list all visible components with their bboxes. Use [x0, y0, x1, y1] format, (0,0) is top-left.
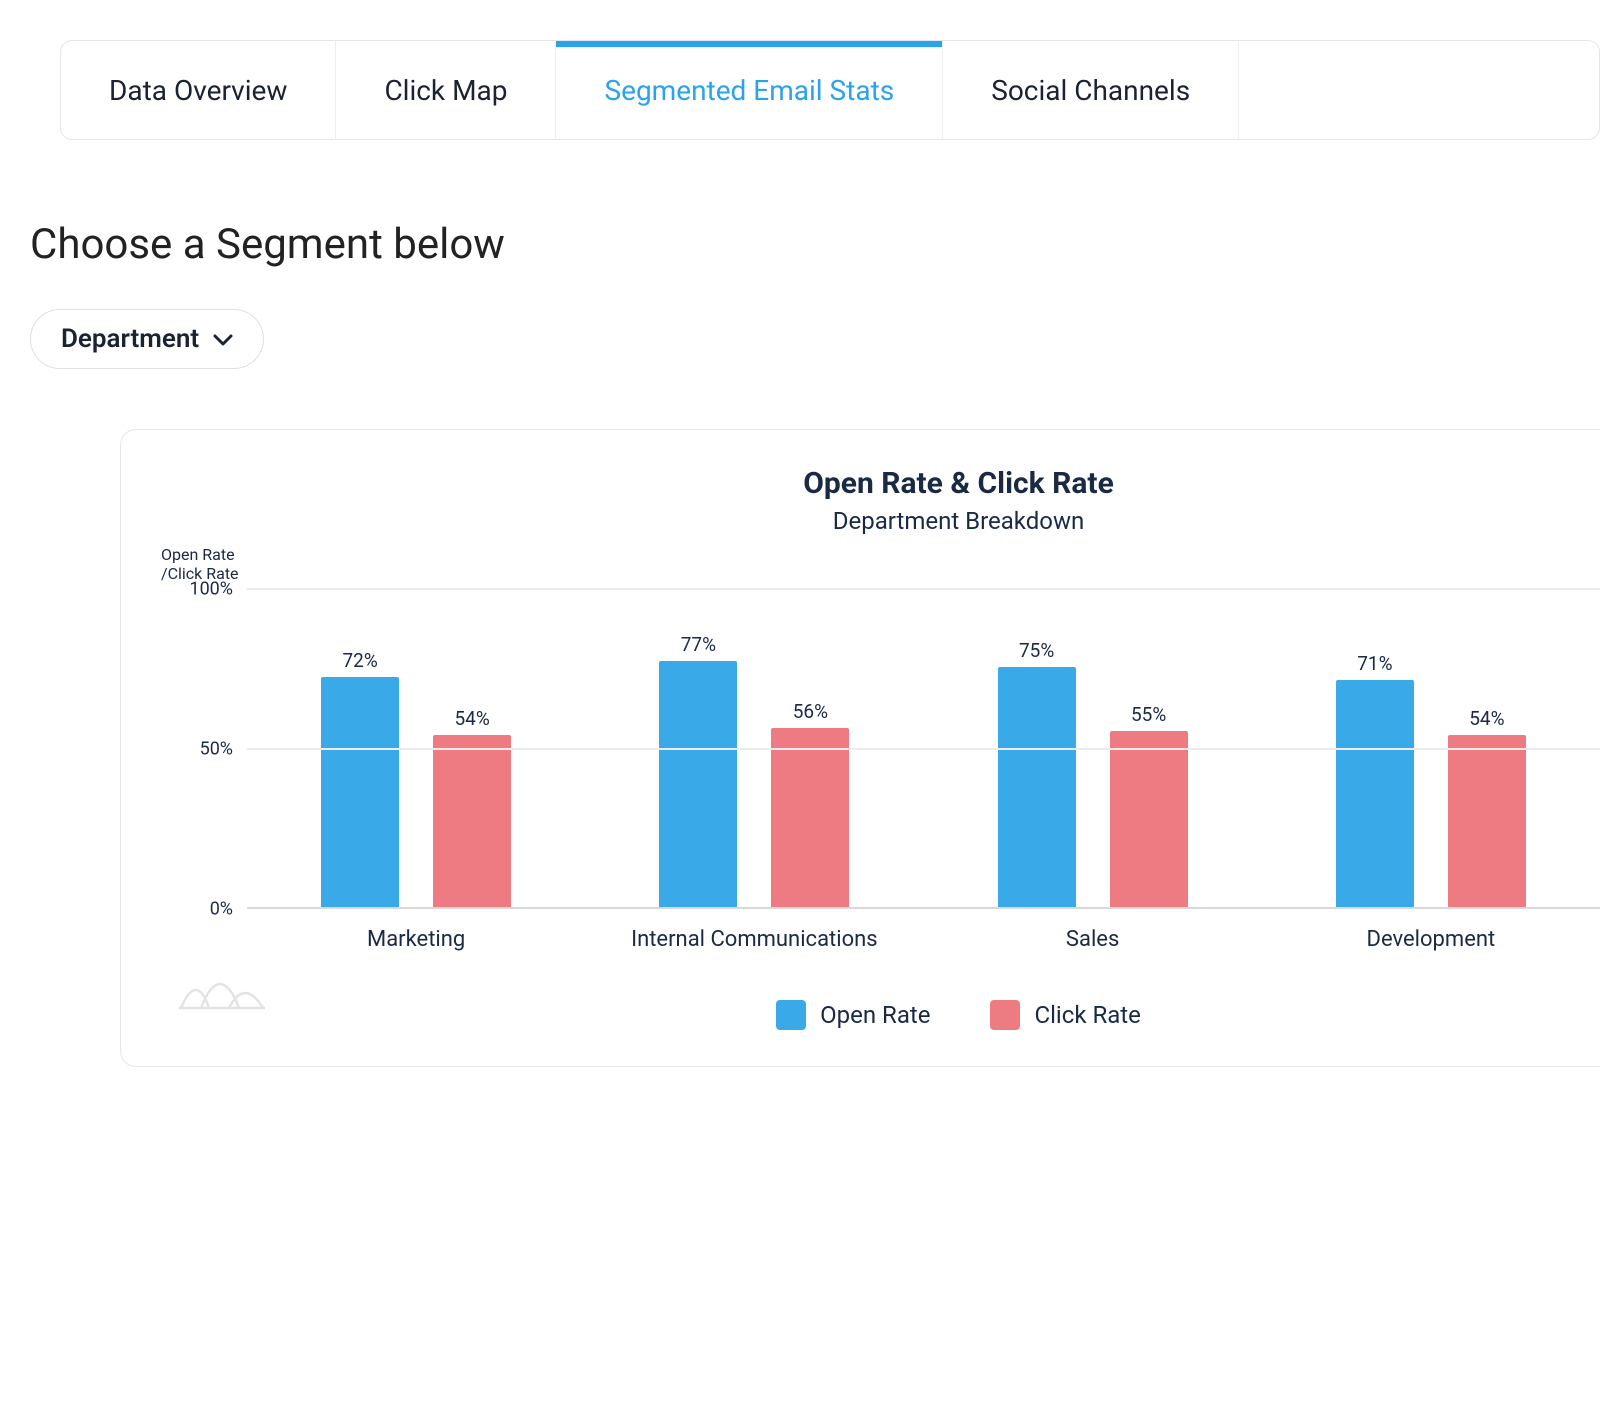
ytick: 50% — [200, 739, 233, 760]
ytick: 100% — [189, 579, 233, 600]
xlabel: Development — [1262, 909, 1600, 952]
bar-value-label: 71% — [1357, 652, 1392, 675]
plot-wrap: 0%50%100% 72% 54% 77% 56% 75% 55% 71% 54% — [157, 589, 1600, 909]
y-axis: 0%50%100% — [157, 589, 247, 909]
x-axis: MarketingInternal CommunicationsSalesDev… — [247, 909, 1600, 952]
segment-dropdown-label: Department — [61, 324, 199, 354]
legend-label: Click Rate — [1034, 1001, 1140, 1029]
legend-label: Open Rate — [820, 1001, 930, 1029]
tab-data-overview[interactable]: Data Overview — [61, 41, 336, 139]
app-window: Data OverviewClick MapSegmented Email St… — [0, 0, 1600, 1404]
bar-value-label: 54% — [1469, 707, 1504, 730]
xlabel: Marketing — [247, 909, 585, 952]
section-title: Choose a Segment below — [30, 220, 1600, 269]
tab-click-map[interactable]: Click Map — [336, 41, 556, 139]
ytick: 0% — [210, 899, 233, 920]
chart-plot: 72% 54% 77% 56% 75% 55% 71% 54% — [247, 589, 1600, 909]
yaxis-label: Open Rate /Click Rate — [161, 545, 1600, 583]
legend-item: Open Rate — [776, 1000, 930, 1030]
bar: 77% — [659, 661, 737, 907]
bar: 56% — [771, 728, 849, 907]
tab-bar: Data OverviewClick MapSegmented Email St… — [60, 40, 1600, 140]
legend-item: Click Rate — [990, 1000, 1140, 1030]
watermark-icon — [179, 978, 265, 1018]
tab-social-channels[interactable]: Social Channels — [943, 41, 1239, 139]
bar: 75% — [998, 667, 1076, 907]
chart-card: Open Rate & Click Rate Department Breakd… — [120, 429, 1600, 1067]
xlabel: Internal Communications — [585, 909, 923, 952]
bar: 54% — [1448, 735, 1526, 908]
bar-value-label: 56% — [793, 700, 828, 723]
chevron-down-icon — [213, 324, 233, 354]
segment-dropdown[interactable]: Department — [30, 309, 264, 369]
legend-swatch — [990, 1000, 1020, 1030]
bar-value-label: 75% — [1019, 639, 1054, 662]
bar-value-label: 72% — [342, 649, 377, 672]
bar: 54% — [433, 735, 511, 908]
legend-swatch — [776, 1000, 806, 1030]
chart-subtitle: Department Breakdown — [317, 507, 1600, 535]
bar-value-label: 54% — [454, 707, 489, 730]
chart-title: Open Rate & Click Rate — [317, 466, 1600, 501]
bar: 71% — [1336, 680, 1414, 907]
bar: 55% — [1110, 731, 1188, 907]
gridline — [247, 588, 1600, 590]
tab-segmented-email-stats[interactable]: Segmented Email Stats — [556, 41, 943, 139]
bar-value-label: 55% — [1131, 703, 1166, 726]
chart-header: Open Rate & Click Rate Department Breakd… — [317, 466, 1600, 535]
bar: 72% — [321, 677, 399, 907]
gridline — [247, 748, 1600, 750]
bar-value-label: 77% — [681, 633, 716, 656]
chart-legend: Open Rate Click Rate — [317, 1000, 1600, 1030]
xlabel: Sales — [924, 909, 1262, 952]
